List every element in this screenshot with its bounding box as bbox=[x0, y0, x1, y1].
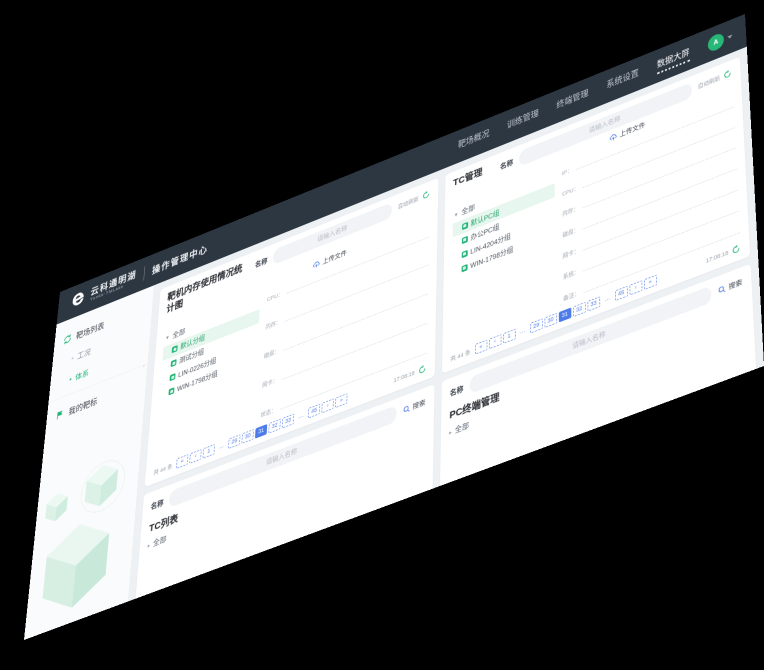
page-next[interactable]: › bbox=[321, 398, 333, 413]
cube-small bbox=[44, 489, 68, 528]
caret-down-icon: ▼ bbox=[165, 334, 170, 341]
group-icon bbox=[172, 345, 178, 353]
upload-cloud-icon bbox=[609, 132, 617, 143]
cube-medium bbox=[83, 459, 119, 516]
page-ellipsis: … bbox=[216, 440, 227, 453]
page-number[interactable]: 45 bbox=[615, 286, 628, 301]
search-button[interactable]: 搜索 bbox=[402, 397, 425, 416]
group-icon bbox=[169, 373, 175, 381]
menu-item-dashboard[interactable]: 数据大屏 bbox=[657, 45, 690, 75]
menu-item-terminal[interactable]: 终端管理 bbox=[556, 86, 588, 115]
page-number[interactable]: 45 bbox=[308, 404, 320, 419]
main-content: 靶机内存使用情况统计图 名称 自动刷新 上传文件 bbox=[129, 47, 764, 602]
panel-title: TC管理 bbox=[453, 161, 494, 189]
group-icon bbox=[461, 250, 467, 258]
refresh-time: 17:08:18 bbox=[706, 249, 729, 264]
refresh-icon bbox=[723, 68, 732, 80]
page-first[interactable]: « bbox=[475, 340, 487, 355]
page-number[interactable]: 32 bbox=[268, 419, 280, 434]
pagination-total: 共 44 条 bbox=[153, 461, 173, 477]
refresh-icon[interactable] bbox=[731, 243, 740, 255]
filter-label: 名称 bbox=[255, 256, 268, 270]
decorative-cubes bbox=[25, 444, 141, 632]
group-icon bbox=[168, 387, 174, 395]
page-first[interactable]: « bbox=[176, 454, 188, 469]
page-prev[interactable]: ‹ bbox=[189, 449, 201, 464]
page-number-active[interactable]: 31 bbox=[559, 308, 572, 323]
group-icon bbox=[462, 236, 468, 244]
group-icon bbox=[462, 222, 468, 230]
dash-icon: ▸ bbox=[72, 355, 75, 361]
flag-icon bbox=[55, 408, 65, 421]
page-prev[interactable]: ‹ bbox=[489, 334, 501, 349]
group-icon bbox=[171, 359, 177, 367]
page-next[interactable]: › bbox=[629, 280, 642, 295]
refresh-icon[interactable] bbox=[418, 364, 427, 376]
cube-large bbox=[40, 512, 111, 623]
caret-down-icon: ▼ bbox=[454, 211, 459, 218]
brand-divider bbox=[143, 266, 145, 280]
menu-item-overview[interactable]: 靶场概况 bbox=[458, 126, 490, 155]
menu-item-training[interactable]: 训练管理 bbox=[507, 106, 539, 135]
caret-icon: ▸ bbox=[69, 376, 72, 382]
sync-icon bbox=[63, 333, 73, 346]
avatar[interactable]: A bbox=[708, 32, 725, 54]
page-number[interactable]: 1 bbox=[503, 329, 515, 344]
search-icon bbox=[717, 284, 726, 296]
page-number[interactable]: 29 bbox=[530, 318, 542, 333]
search-button[interactable]: 搜索 bbox=[717, 277, 742, 296]
app-window: 云科通明湖 Yunke·TMLake 操作管理中心 靶场概况 训练管理 终端管理… bbox=[24, 14, 764, 640]
page-number[interactable]: 1 bbox=[203, 444, 215, 459]
refresh-time: 17:08:18 bbox=[393, 369, 414, 383]
filter-label: 名称 bbox=[450, 383, 464, 399]
page-ellipsis: … bbox=[602, 292, 613, 305]
page-number[interactable]: 29 bbox=[228, 434, 240, 449]
refresh-icon bbox=[422, 189, 430, 201]
page-number[interactable]: 30 bbox=[242, 429, 254, 444]
page-last[interactable]: » bbox=[335, 393, 347, 408]
filter-label: 名称 bbox=[150, 497, 163, 512]
auto-refresh[interactable]: 自动刷新 bbox=[398, 189, 430, 210]
decorative-ring bbox=[79, 453, 128, 519]
filter-label: 名称 bbox=[500, 157, 513, 172]
canvas-background: 云科通明湖 Yunke·TMLake 操作管理中心 靶场概况 训练管理 终端管理… bbox=[0, 0, 764, 670]
brand-swirl-icon bbox=[69, 287, 87, 314]
pagination-total: 共 44 条 bbox=[450, 347, 470, 363]
caret-right-icon: ▸ bbox=[449, 429, 452, 436]
group-icon bbox=[461, 264, 467, 273]
user-menu[interactable]: A bbox=[708, 28, 733, 53]
sidebar-item-label: 我的靶标 bbox=[68, 394, 98, 417]
menu-item-settings[interactable]: 系统设置 bbox=[606, 65, 639, 94]
page-ellipsis: … bbox=[296, 410, 307, 423]
page-last[interactable]: » bbox=[644, 275, 657, 290]
page-number[interactable]: 33 bbox=[282, 414, 294, 429]
page-number[interactable]: 32 bbox=[573, 302, 586, 317]
search-icon bbox=[402, 404, 410, 415]
chevron-down-icon bbox=[727, 34, 732, 39]
upload-cloud-icon bbox=[313, 259, 321, 270]
page-number[interactable]: 30 bbox=[544, 313, 556, 328]
page-number-active[interactable]: 31 bbox=[255, 424, 267, 439]
page-ellipsis: … bbox=[517, 325, 528, 338]
page-number[interactable]: 33 bbox=[587, 297, 600, 312]
caret-right-icon: ▸ bbox=[148, 542, 151, 549]
